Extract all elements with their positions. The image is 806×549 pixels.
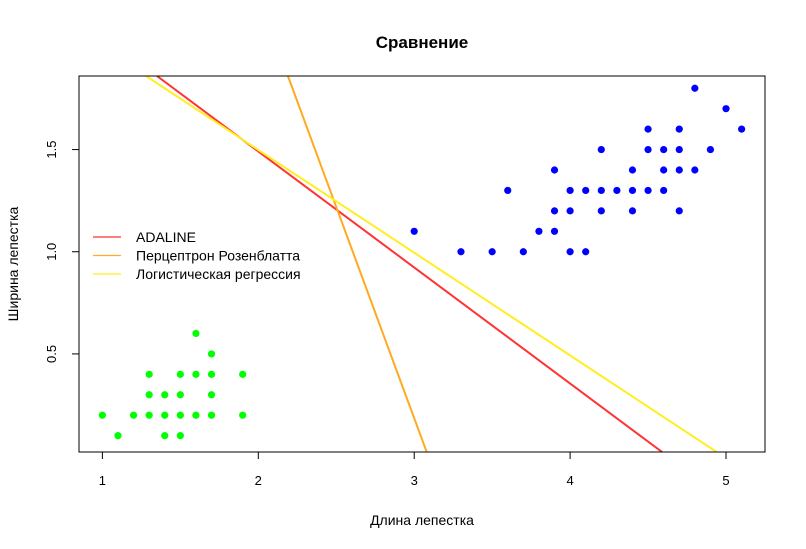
data-point-40: [628, 207, 637, 215]
data-point-22: [410, 227, 418, 235]
x-tick-label-4: 5: [722, 473, 729, 488]
y-tick-label-2: 1.5: [44, 141, 59, 159]
data-point-53: [691, 166, 699, 174]
data-point-24: [488, 248, 496, 256]
data-point-16: [207, 411, 216, 419]
data-point-57: [738, 125, 746, 133]
data-point-52: [675, 125, 683, 133]
data-point-47: [660, 166, 668, 174]
y-tick-label-1: 1.0: [44, 243, 59, 261]
data-point-33: [566, 186, 574, 195]
data-point-14: [192, 370, 200, 378]
data-point-48: [660, 145, 668, 154]
data-point-32: [566, 207, 574, 215]
legend-label-2: Логистическая регрессия: [136, 266, 301, 282]
data-point-13: [192, 411, 200, 419]
data-point-23: [457, 248, 465, 256]
plot-area: [98, 76, 746, 452]
decision-line-3: [286, 76, 428, 452]
data-point-4: [145, 391, 153, 399]
data-point-34: [582, 248, 590, 256]
data-point-9: [176, 432, 184, 440]
decision-line-4: [145, 76, 718, 452]
data-point-31: [566, 248, 574, 256]
data-point-35: [582, 186, 590, 195]
data-point-51: [675, 145, 683, 154]
data-point-41: [628, 186, 637, 195]
x-tick-label-0: 1: [99, 473, 106, 488]
data-point-54: [691, 84, 699, 92]
data-point-28: [550, 227, 559, 235]
data-point-50: [675, 166, 683, 174]
x-tick-label-3: 4: [566, 473, 573, 488]
y-axis-label: Ширина лепестка: [5, 206, 21, 321]
data-point-15: [192, 329, 200, 338]
legend: ADALINE Перцептрон Розенблатта Логистическ…: [93, 229, 301, 282]
data-point-46: [660, 186, 668, 195]
data-point-43: [644, 186, 652, 195]
data-point-18: [207, 370, 216, 378]
legend-label-0: ADALINE: [136, 229, 196, 245]
data-point-0: [98, 411, 106, 419]
data-point-44: [644, 145, 652, 154]
data-point-42: [628, 166, 637, 174]
x-tick-label-1: 2: [255, 473, 262, 488]
data-point-17: [207, 391, 216, 399]
data-point-55: [706, 145, 715, 154]
x-tick-label-2: 3: [411, 473, 418, 488]
data-point-26: [519, 248, 527, 256]
data-point-6: [161, 432, 169, 440]
data-point-7: [161, 411, 169, 419]
data-point-38: [597, 145, 605, 154]
data-point-19: [207, 350, 216, 358]
plot-content: [98, 76, 746, 452]
data-point-12: [176, 370, 184, 378]
data-point-30: [550, 166, 559, 174]
data-point-20: [239, 411, 247, 419]
data-point-10: [176, 411, 184, 419]
data-point-21: [239, 370, 247, 378]
x-axis: 1 2 3 4 5: [99, 451, 730, 488]
data-point-49: [675, 207, 683, 215]
data-point-25: [504, 186, 512, 195]
data-point-39: [613, 186, 621, 195]
data-point-36: [597, 207, 605, 215]
data-point-56: [722, 105, 730, 113]
data-point-2: [129, 411, 138, 419]
data-point-8: [161, 391, 169, 399]
data-point-5: [145, 370, 153, 378]
data-point-1: [114, 432, 122, 440]
y-axis: 0.5 1.0 1.5: [44, 141, 80, 363]
data-point-11: [176, 391, 184, 399]
data-point-37: [597, 186, 605, 195]
y-tick-label-0: 0.5: [44, 345, 59, 363]
legend-label-1: Перцептрон Розенблатта: [136, 248, 300, 264]
data-point-29: [550, 207, 559, 215]
data-point-45: [644, 125, 652, 133]
chart-title: Сравнение: [376, 33, 468, 52]
data-point-27: [535, 227, 543, 235]
data-point-3: [145, 411, 153, 419]
x-axis-label: Длина лепестка: [370, 512, 474, 528]
